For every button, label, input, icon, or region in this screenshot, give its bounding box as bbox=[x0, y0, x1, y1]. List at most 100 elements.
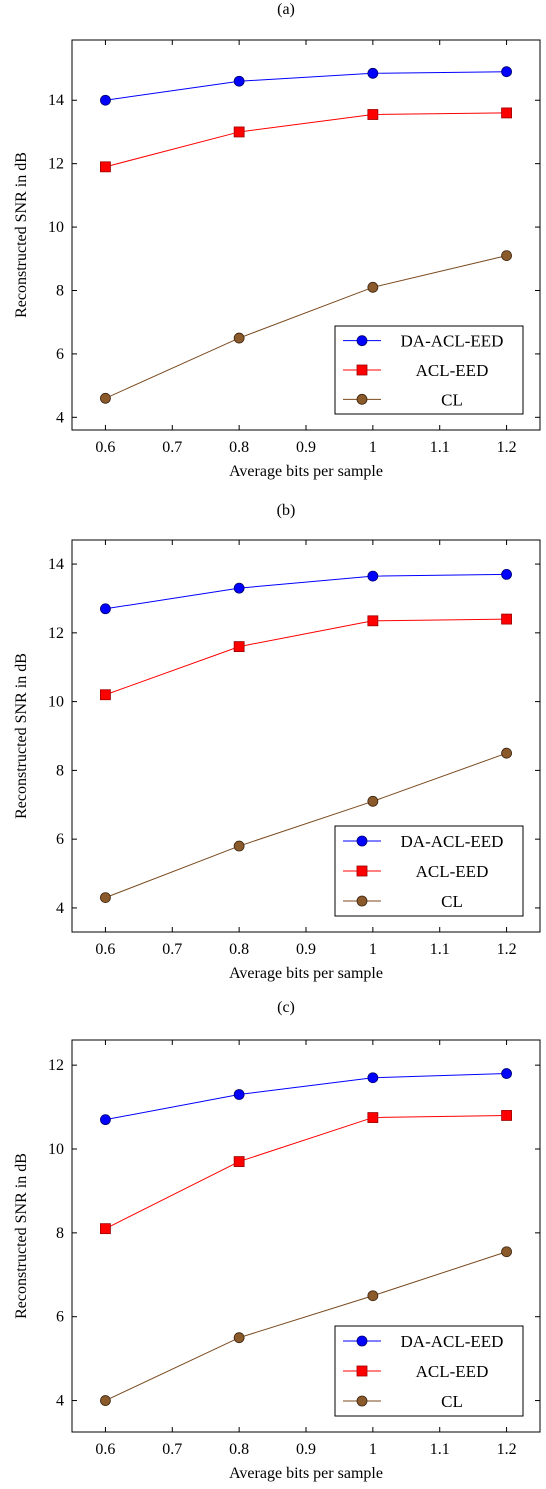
data-point bbox=[233, 75, 245, 87]
data-point bbox=[100, 94, 111, 106]
panel-label: (b) bbox=[277, 502, 296, 519]
data-point bbox=[233, 582, 245, 594]
series-line bbox=[105, 71, 507, 101]
legend-label: CL bbox=[441, 892, 463, 911]
series-line bbox=[105, 618, 507, 696]
series-acl-eed bbox=[100, 107, 512, 173]
data-point bbox=[233, 840, 245, 852]
x-tick-label: 1.2 bbox=[497, 941, 517, 958]
series-da-acl-eed bbox=[100, 1068, 512, 1126]
y-axis-label: Reconstructed SNR in dB bbox=[13, 653, 30, 819]
data-point bbox=[100, 892, 111, 904]
y-tick-label: 8 bbox=[56, 762, 64, 779]
y-axis-label: Reconstructed SNR in dB bbox=[13, 1153, 30, 1319]
data-point bbox=[367, 1112, 379, 1123]
data-point bbox=[501, 747, 512, 759]
data-point bbox=[233, 1089, 245, 1100]
y-tick-label: 6 bbox=[56, 1309, 64, 1326]
data-point bbox=[367, 109, 379, 120]
legend-label: DA-ACL-EED bbox=[401, 1332, 504, 1351]
data-point bbox=[367, 67, 379, 79]
y-tick-label: 4 bbox=[56, 409, 64, 426]
x-tick-label: 1 bbox=[369, 1441, 377, 1458]
legend: DA-ACL-EED ACL-EED CL bbox=[334, 325, 524, 415]
legend-marker bbox=[356, 1335, 368, 1347]
series-acl-eed bbox=[100, 1110, 512, 1235]
legend-marker bbox=[356, 835, 368, 847]
x-tick-label: 0.7 bbox=[162, 941, 182, 958]
data-point bbox=[100, 1395, 111, 1406]
legend-marker bbox=[356, 393, 368, 405]
data-point bbox=[233, 641, 245, 652]
y-tick-label: 10 bbox=[48, 694, 64, 711]
data-point bbox=[367, 570, 379, 582]
y-tick-label: 14 bbox=[48, 92, 64, 109]
data-point bbox=[501, 66, 512, 78]
y-tick-label: 4 bbox=[56, 900, 64, 917]
data-point bbox=[501, 1110, 512, 1121]
legend-marker bbox=[356, 364, 368, 376]
data-point bbox=[367, 615, 379, 627]
data-point bbox=[100, 161, 111, 173]
legend: DA-ACL-EED ACL-EED CL bbox=[334, 1325, 524, 1417]
x-tick-label: 1.2 bbox=[497, 1441, 517, 1458]
legend-marker bbox=[356, 895, 368, 907]
x-axis-label: Average bits per sample bbox=[229, 965, 383, 982]
legend-label: ACL-EED bbox=[416, 862, 489, 881]
data-point bbox=[501, 250, 512, 262]
x-axis-label: Average bits per sample bbox=[229, 1465, 383, 1482]
data-point bbox=[367, 1290, 379, 1302]
y-tick-label: 12 bbox=[48, 156, 64, 173]
series-da-acl-eed bbox=[100, 66, 512, 106]
x-tick-label: 1.1 bbox=[430, 439, 450, 456]
series-line bbox=[105, 112, 507, 168]
y-tick-label: 14 bbox=[48, 556, 64, 573]
series-line bbox=[105, 573, 507, 610]
legend-label: CL bbox=[441, 1392, 463, 1411]
legend-marker bbox=[356, 1395, 368, 1407]
data-point bbox=[100, 689, 111, 701]
data-point bbox=[501, 613, 512, 625]
legend-label: ACL-EED bbox=[416, 361, 489, 380]
series-line bbox=[105, 752, 507, 899]
x-tick-label: 1 bbox=[369, 439, 377, 456]
data-point bbox=[100, 603, 111, 615]
y-tick-label: 12 bbox=[48, 1057, 64, 1074]
legend-label: DA-ACL-EED bbox=[401, 832, 504, 851]
data-point bbox=[501, 1068, 512, 1079]
x-tick-label: 0.6 bbox=[95, 439, 115, 456]
data-point bbox=[367, 795, 379, 807]
chart-panel-2: (b) 0.6 0.7 0.8 0.9 1 1.1 1.2 4 6 8 10 12 14 Average b… bbox=[13, 502, 541, 982]
x-tick-label: 1 bbox=[369, 941, 377, 958]
x-tick-label: 0.8 bbox=[229, 1441, 249, 1458]
x-tick-label: 0.6 bbox=[95, 941, 115, 958]
data-point bbox=[233, 126, 245, 138]
x-tick-label: 0.7 bbox=[162, 1441, 182, 1458]
legend-label: ACL-EED bbox=[416, 1362, 489, 1381]
series-line bbox=[105, 1073, 507, 1121]
x-tick-label: 0.9 bbox=[296, 439, 316, 456]
x-tick-label: 1.2 bbox=[497, 439, 517, 456]
legend-marker bbox=[356, 335, 368, 347]
x-tick-label: 1.1 bbox=[430, 941, 450, 958]
data-point bbox=[501, 107, 512, 119]
panel-label: (a) bbox=[277, 1, 295, 18]
data-point bbox=[501, 568, 512, 580]
series-cl bbox=[100, 747, 512, 904]
y-tick-label: 8 bbox=[56, 282, 64, 299]
series-acl-eed bbox=[100, 613, 512, 701]
series-line bbox=[105, 1251, 507, 1402]
legend-marker bbox=[356, 865, 368, 877]
x-tick-label: 0.8 bbox=[229, 439, 249, 456]
legend: DA-ACL-EED ACL-EED CL bbox=[334, 825, 524, 917]
y-axis-label: Reconstructed SNR in dB bbox=[13, 152, 30, 318]
data-point bbox=[233, 332, 245, 344]
series-cl bbox=[100, 1246, 512, 1406]
x-tick-label: 0.7 bbox=[162, 439, 182, 456]
series-line bbox=[105, 255, 507, 399]
x-tick-label: 0.8 bbox=[229, 941, 249, 958]
chart-panel-3: (c) 0.6 0.7 0.8 0.9 1 1.1 1.2 4 6 8 10 12 Average bit… bbox=[13, 999, 541, 1482]
x-tick-label: 0.9 bbox=[296, 1441, 316, 1458]
y-tick-label: 6 bbox=[56, 831, 64, 848]
